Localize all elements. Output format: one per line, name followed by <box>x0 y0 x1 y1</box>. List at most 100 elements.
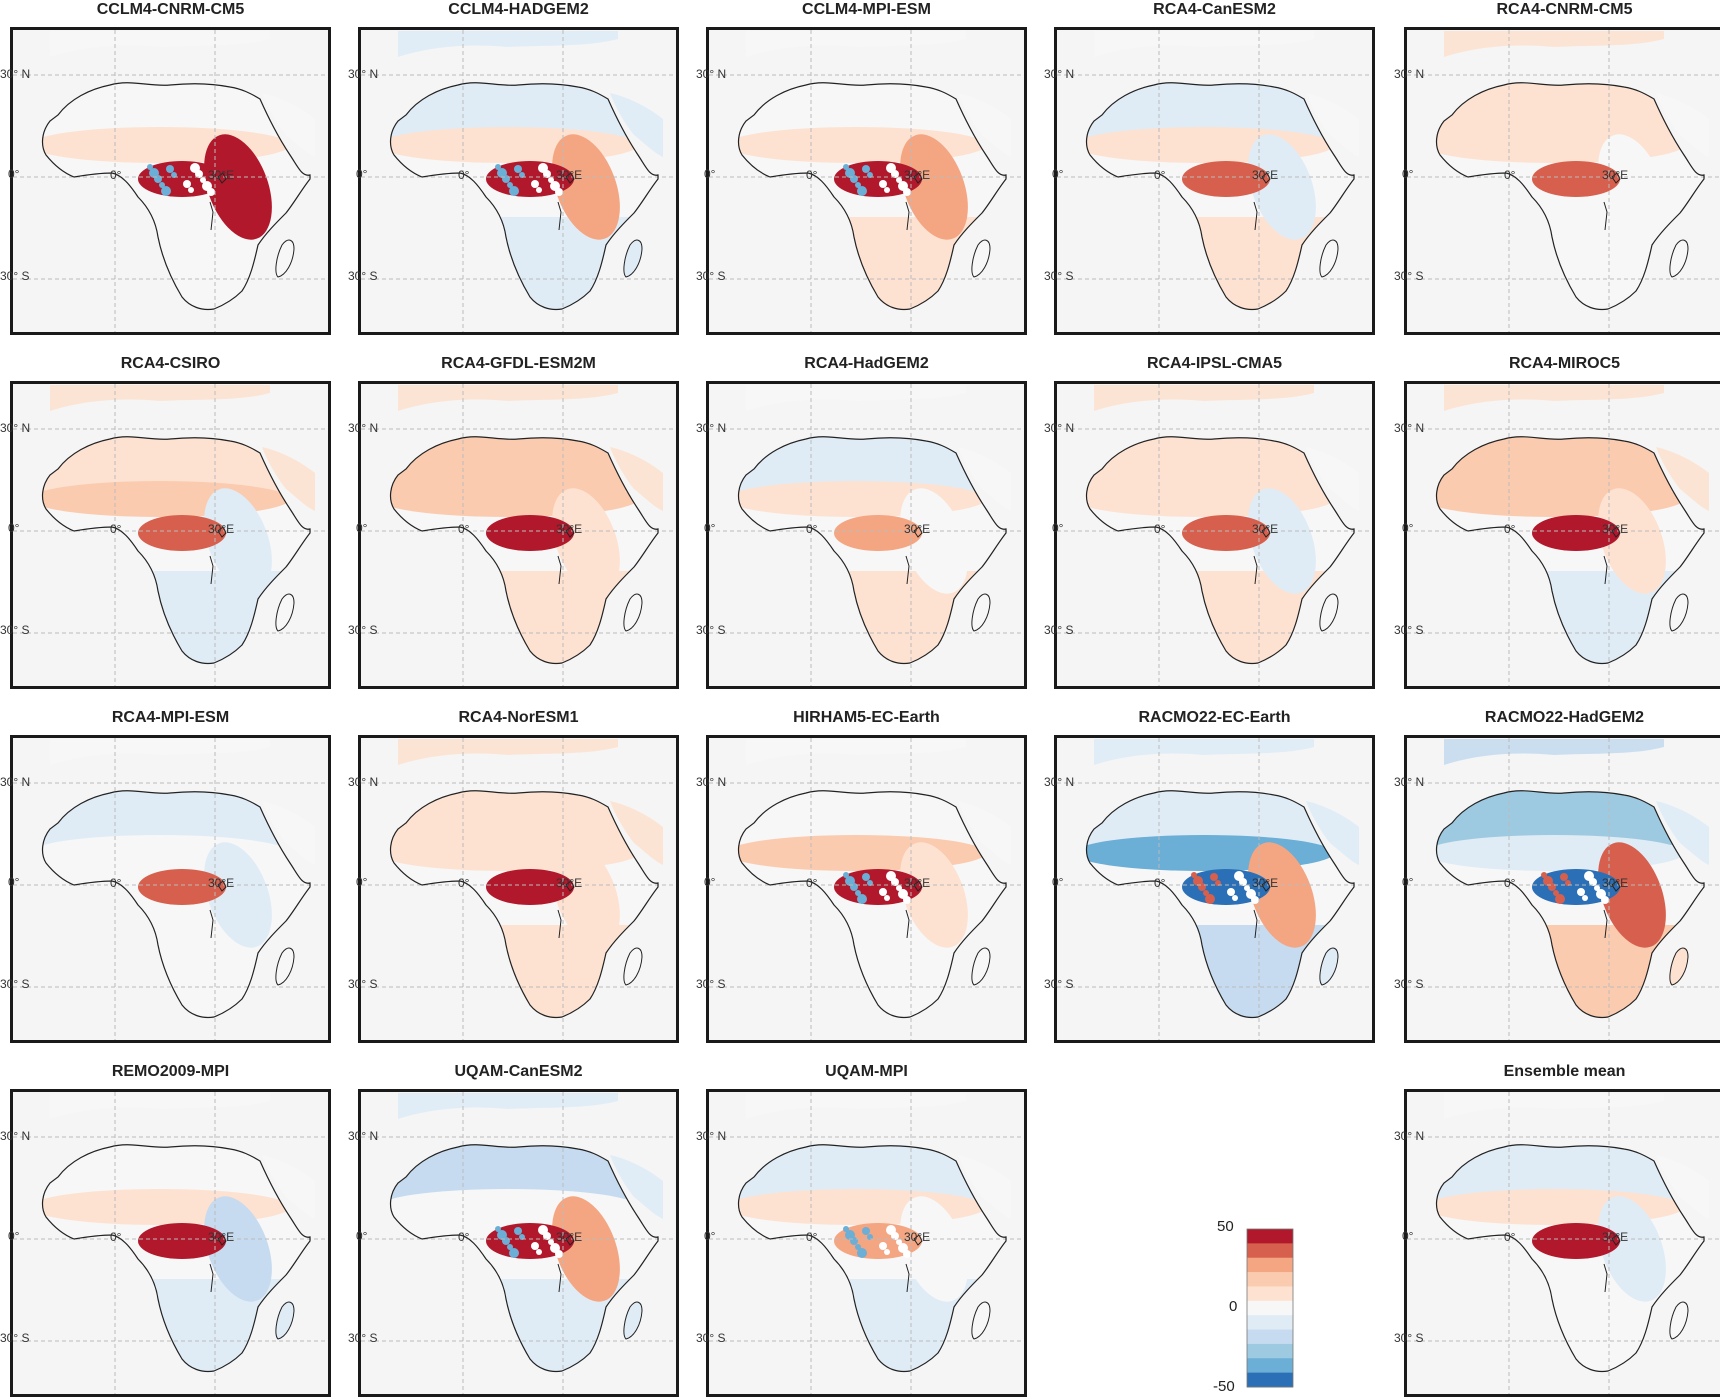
mixed-signal-patch <box>879 180 887 188</box>
lon-label-30e: 30°E <box>208 876 235 890</box>
east-africa-region <box>1598 134 1666 240</box>
arabia-region <box>262 801 315 865</box>
lon-label-30e: 30°E <box>556 168 583 182</box>
madagascar-outline <box>1669 947 1689 986</box>
lat-label-south: 30° S <box>0 1331 30 1345</box>
mixed-signal-patch <box>1239 878 1247 886</box>
arabia-region <box>1306 447 1359 511</box>
east-africa-region <box>552 1196 620 1302</box>
congo-basin-region <box>138 869 226 905</box>
lat-label-south: 30° S <box>696 623 726 637</box>
madagascar-outline <box>1319 593 1339 632</box>
map-panel: CCLM4-MPI-ESM 30° N 0° 30° S 0° 30°E <box>696 1 1027 335</box>
map-panel: RACMO22-HadGEM2 30° N 0° 30° S 0° 30°E <box>1394 709 1720 1043</box>
lon-label-30e: 30°E <box>1602 522 1629 536</box>
lat-label-equator: 0° <box>8 167 20 181</box>
madagascar-outline <box>623 1301 643 1340</box>
africa-map <box>1407 1092 1720 1394</box>
madagascar-outline <box>275 239 295 278</box>
map-panel: RCA4-IPSL-CMA5 30° N 0° 30° S 0° 30°E <box>1044 355 1375 689</box>
africa-map <box>13 30 328 332</box>
arabia-region <box>610 801 663 865</box>
east-africa-region <box>900 842 968 948</box>
map-panel: REMO2009-MPI 30° N 0° 30° S 0° 30°E <box>0 1063 331 1397</box>
mixed-signal-patch <box>555 1250 563 1258</box>
lat-label-equator: 0° <box>356 167 368 181</box>
lat-label-north: 30° N <box>696 1129 727 1143</box>
africa-map <box>1057 384 1372 686</box>
panel-title: Ensemble mean <box>1503 1063 1626 1080</box>
mixed-signal-patch <box>862 165 870 173</box>
lat-label-north: 30° N <box>696 775 727 789</box>
great-lakes-outline <box>557 526 575 585</box>
madagascar-outline <box>1669 593 1689 632</box>
panel-title: RCA4-MIROC5 <box>1508 355 1621 372</box>
mixed-signal-patch <box>843 1226 849 1232</box>
arabia-region <box>262 447 315 511</box>
lat-label-equator: 0° <box>1402 167 1414 181</box>
lat-label-equator: 0° <box>704 167 716 181</box>
africa-coastline <box>1085 82 1355 311</box>
map-panel: UQAM-CanESM2 30° N 0° 30° S 0° 30°E <box>348 1063 679 1397</box>
congo-basin-region <box>486 869 574 905</box>
mixed-signal-patch <box>855 1244 861 1250</box>
panel-title: RCA4-GFDL-ESM2M <box>441 355 596 372</box>
madagascar-outline <box>971 947 991 986</box>
lon-label-30e: 30°E <box>1252 522 1279 536</box>
lat-label-equator: 0° <box>1052 521 1064 535</box>
arabia-region <box>262 93 315 157</box>
great-lakes-outline <box>557 880 575 939</box>
lon-label-zero: 0° <box>806 1230 818 1244</box>
mixed-signal-patch <box>183 180 191 188</box>
east-africa-region <box>900 488 968 594</box>
colorbar-swatch <box>1247 1329 1293 1345</box>
mixed-signal-patch <box>862 1227 870 1235</box>
lat-label-south: 30° S <box>1394 1331 1424 1345</box>
lon-label-30e: 30°E <box>556 1230 583 1244</box>
madagascar-outline <box>275 1301 295 1340</box>
arabia-region <box>958 447 1011 511</box>
mixed-signal-patch <box>1553 890 1559 896</box>
mixed-signal-patch <box>200 177 206 183</box>
lat-label-south: 30° S <box>696 977 726 991</box>
arabia-region <box>610 447 663 511</box>
panel-title: RCA4-NorESM1 <box>458 709 579 726</box>
panel-title: RCA4-CanESM2 <box>1153 1 1276 18</box>
lat-label-south: 30° S <box>348 623 378 637</box>
mixed-signal-patch <box>843 872 849 878</box>
congo-basin-region <box>486 515 574 551</box>
east-africa-region <box>900 1196 968 1302</box>
great-lakes-outline <box>1603 1234 1621 1293</box>
mixed-signal-patch <box>903 896 911 904</box>
mixed-signal-patch <box>891 1232 899 1240</box>
mixed-signal-patch <box>502 1237 510 1245</box>
mixed-signal-patch <box>166 165 174 173</box>
africa-map <box>13 384 328 686</box>
congo-basin-region <box>138 515 226 551</box>
mixed-signal-patch <box>855 182 861 188</box>
lat-label-north: 30° N <box>348 775 379 789</box>
africa-coastline <box>1435 436 1705 665</box>
lat-label-south: 30° S <box>696 1331 726 1345</box>
madagascar-outline <box>275 593 295 632</box>
africa-map <box>1057 738 1372 1040</box>
madagascar-outline <box>623 947 643 986</box>
africa-map <box>361 384 676 686</box>
panel-title: RCA4-MPI-ESM <box>111 709 230 726</box>
mixed-signal-patch <box>154 175 162 183</box>
great-lakes-outline <box>905 1234 923 1293</box>
mixed-signal-patch <box>514 1227 522 1235</box>
mixed-signal-patch <box>1251 896 1259 904</box>
east-africa-region <box>204 488 272 594</box>
mixed-signal-patch <box>1548 883 1556 891</box>
mixed-signal-patch <box>1601 896 1609 904</box>
lat-label-south: 30° S <box>1394 269 1424 283</box>
colorbar-swatch <box>1247 1229 1293 1244</box>
east-africa-region <box>1598 1196 1666 1302</box>
lat-label-equator: 0° <box>356 1229 368 1243</box>
panel-title: RACMO22-EC-Earth <box>1138 709 1291 726</box>
lat-label-north: 30° N <box>1044 421 1075 435</box>
mixed-signal-patch <box>1203 890 1209 896</box>
map-panel: RACMO22-EC-Earth 30° N 0° 30° S 0° 30°E <box>1044 709 1375 1043</box>
